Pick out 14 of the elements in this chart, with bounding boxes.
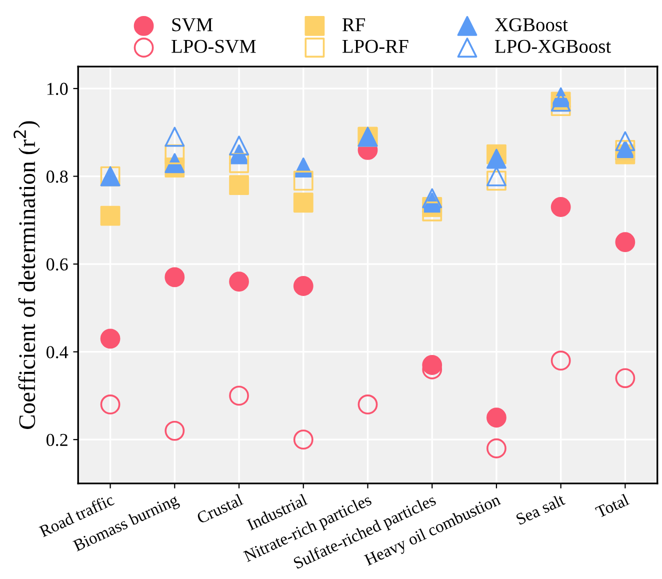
x-tick-label: Sea salt <box>515 493 566 526</box>
legend-label: LPO-RF <box>342 40 408 53</box>
legend-label: RF <box>342 18 365 32</box>
legend-label: SVM <box>172 18 213 32</box>
y-tick-label: 0.2 <box>46 434 68 446</box>
y-tick-label: 0.4 <box>46 346 68 358</box>
y-axis-title: Coefficient of determination (r$^{2}$) <box>14 121 40 429</box>
y-tick-label: 0.8 <box>46 170 68 183</box>
x-tick-label: Total <box>594 493 630 518</box>
legend-label: LPO-XGBoost <box>495 40 612 53</box>
y-tick-label: 1.0 <box>47 82 68 96</box>
legend-label: LPO-SVM <box>172 40 256 54</box>
legend-label: XGBoost <box>494 18 568 32</box>
y-tick-label: 0.6 <box>46 258 68 271</box>
